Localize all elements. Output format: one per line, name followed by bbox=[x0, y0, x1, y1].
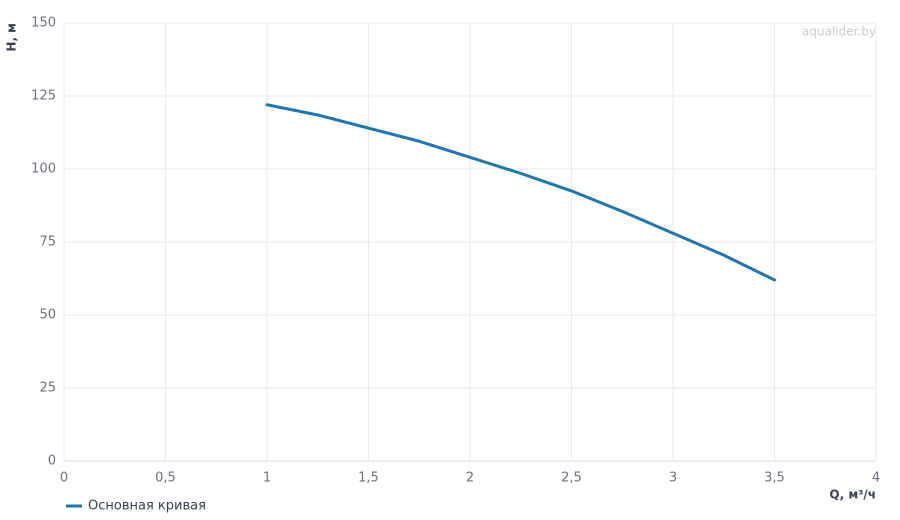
data-line bbox=[265, 103, 776, 282]
watermark: aqualider.by bbox=[802, 25, 876, 39]
y-axis-title: H, м bbox=[5, 23, 19, 52]
y-tick-label: 150 bbox=[31, 16, 56, 31]
y-tick-label: 100 bbox=[31, 162, 56, 177]
x-tick-label: 0,5 bbox=[155, 471, 176, 486]
x-tick-label: 1,5 bbox=[358, 471, 379, 486]
x-tick-label: 2 bbox=[466, 471, 474, 486]
x-tick-label: 3,5 bbox=[764, 471, 785, 486]
y-tick-label: 75 bbox=[39, 235, 56, 250]
x-tick-label: 3 bbox=[669, 471, 677, 486]
legend-label[interactable]: Основная кривая bbox=[88, 499, 206, 514]
x-tick-label: 0 bbox=[60, 471, 68, 486]
y-tick-label: 0 bbox=[48, 454, 56, 469]
x-axis-title: Q, м³/ч bbox=[829, 488, 876, 502]
y-tick-label: 125 bbox=[31, 89, 56, 104]
y-tick-label: 50 bbox=[39, 308, 56, 323]
x-tick-label: 1 bbox=[263, 471, 271, 486]
y-tick-label: 25 bbox=[39, 381, 56, 396]
x-tick-label: 2,5 bbox=[561, 471, 582, 486]
x-tick-label: 4 bbox=[872, 471, 880, 486]
